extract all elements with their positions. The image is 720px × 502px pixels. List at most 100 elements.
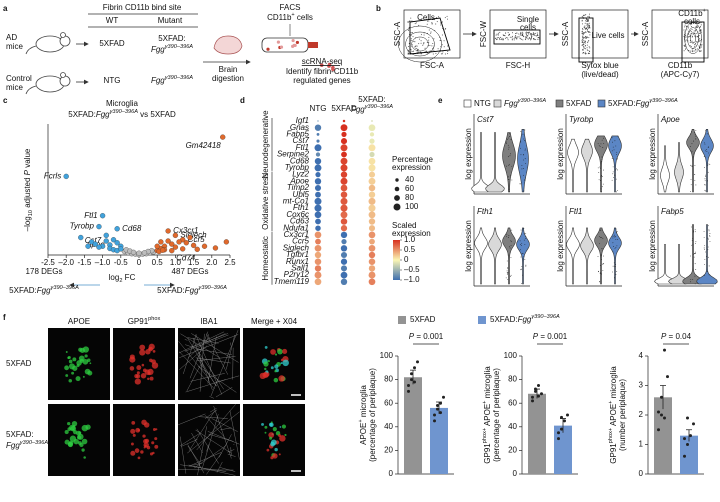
legend-label: 5XFAD:Fggγ390–396A xyxy=(608,98,678,108)
expression-dot xyxy=(368,171,376,178)
label: Fggγ390–396A xyxy=(151,75,193,85)
volcano-point xyxy=(154,243,160,249)
cell-point xyxy=(615,169,616,171)
flow-event xyxy=(507,37,509,39)
flow-event xyxy=(525,37,527,39)
volcano-point xyxy=(160,247,166,253)
cell-point xyxy=(614,277,615,279)
cell-point xyxy=(523,228,525,229)
violin xyxy=(686,129,700,193)
cell-point xyxy=(708,146,709,148)
flow-event xyxy=(694,46,696,48)
micrograph-signal xyxy=(134,378,141,385)
flow-event xyxy=(522,34,524,36)
cell-point xyxy=(603,263,605,264)
column-label: Fggγ390–396A xyxy=(351,104,393,114)
flow-event xyxy=(528,33,530,35)
flow-event xyxy=(501,38,503,40)
text-segment: APOE xyxy=(68,317,90,326)
micrograph-signal xyxy=(278,375,285,382)
flow-event xyxy=(588,31,590,33)
cell-point xyxy=(703,142,705,144)
cell-point xyxy=(704,190,706,192)
flow-event xyxy=(690,23,692,25)
micrograph-signal xyxy=(142,434,146,438)
cell-point xyxy=(507,144,509,146)
cell-point xyxy=(614,236,616,238)
flow-event xyxy=(698,40,700,42)
cell-point xyxy=(612,265,614,267)
flow-event xyxy=(418,43,420,45)
micrograph-texture xyxy=(190,373,225,382)
cell-point xyxy=(505,277,507,279)
gene-label: Tyrobp xyxy=(285,163,310,172)
y-tick-label: 40 xyxy=(508,422,517,431)
text-segment: cells xyxy=(520,23,536,32)
y-tick-label: 100 xyxy=(504,351,518,360)
micrograph-signal xyxy=(272,453,278,459)
gene-label: Apoe xyxy=(289,176,309,185)
label: 5XFAD: xyxy=(158,34,186,43)
flow-event xyxy=(499,31,501,33)
flow-event xyxy=(582,14,584,16)
flow-event xyxy=(587,36,589,38)
micrograph-signal xyxy=(272,427,277,432)
flow-event xyxy=(430,50,432,52)
expression-dot xyxy=(315,191,321,198)
cell-point xyxy=(509,275,511,277)
flow-event xyxy=(416,51,418,53)
flow-event xyxy=(426,20,428,22)
cell-point xyxy=(695,129,697,131)
text-segment: = 0.001 xyxy=(414,332,444,341)
flow-event xyxy=(511,39,513,41)
cell-point xyxy=(707,237,709,239)
label: Live cells xyxy=(592,31,625,40)
violin xyxy=(502,227,516,285)
flow-event xyxy=(695,26,697,28)
bar xyxy=(654,397,672,474)
flow-event xyxy=(423,42,425,44)
label: CD11b xyxy=(668,61,693,70)
gene-label: Cx3cr1 xyxy=(284,230,309,239)
text-segment: microglia xyxy=(359,385,368,420)
cell-point xyxy=(694,263,696,265)
micrograph-signal xyxy=(278,434,281,437)
micrograph-signal xyxy=(84,354,88,358)
cell-point xyxy=(599,236,601,237)
label: (live/dead) xyxy=(581,70,619,79)
micrograph-texture xyxy=(230,447,232,456)
micrograph-signal xyxy=(81,424,89,432)
flow-event xyxy=(520,33,522,35)
flow-event xyxy=(699,40,701,42)
flow-event xyxy=(419,51,421,53)
micrograph-texture xyxy=(184,334,229,352)
flow-event xyxy=(425,50,427,52)
gene-label: Cx3cr1 xyxy=(173,226,198,235)
flow-event xyxy=(530,36,532,38)
flow-event xyxy=(691,29,693,31)
mouse-icon xyxy=(35,35,65,53)
cell-point xyxy=(694,179,696,181)
legend-swatch xyxy=(555,99,564,108)
flow-event xyxy=(683,50,685,52)
flow-event xyxy=(582,44,584,46)
size-legend-dot xyxy=(394,195,400,201)
contour xyxy=(398,25,442,63)
flow-event xyxy=(447,18,449,20)
cell-point xyxy=(615,178,617,180)
flow-event xyxy=(689,29,691,31)
text-segment: γ390–396A xyxy=(531,314,560,320)
flow-event xyxy=(435,17,437,19)
gene-label: Timp2 xyxy=(287,183,310,192)
label: cells xyxy=(684,17,700,26)
volcano-point xyxy=(114,240,120,246)
flow-event xyxy=(584,45,586,47)
flow-event xyxy=(696,36,698,38)
flow-event xyxy=(413,50,415,52)
cell-point xyxy=(600,143,602,145)
cell-point xyxy=(692,244,694,246)
violin xyxy=(488,227,502,285)
flow-event xyxy=(582,43,584,45)
x-tick-label: 0.5 xyxy=(152,258,164,267)
cell-point xyxy=(611,158,613,159)
